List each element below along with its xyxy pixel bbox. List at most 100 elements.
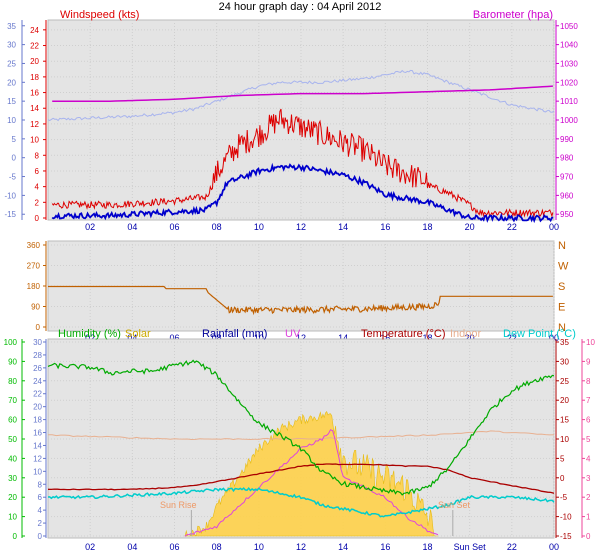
multi-x-tick-label: 02	[85, 542, 95, 552]
temperature-tick-label: 10	[560, 435, 569, 444]
pressure-trace-line	[47, 69, 555, 122]
multi-x-tick-label: 06	[169, 542, 179, 552]
direction-tick-label: 0	[36, 323, 41, 332]
humidity-label: Humidity (%)	[58, 328, 121, 340]
temperature-line	[47, 463, 555, 494]
rainfall-tick-label: 30	[33, 338, 42, 347]
direction-tick-label: 360	[27, 241, 41, 250]
wind-x-tick-label: 20	[465, 222, 475, 232]
barometer-tick-label: 1020	[560, 78, 578, 87]
temperature-tick-label: -5	[560, 493, 568, 502]
multi-x-tick-label: 18	[422, 542, 432, 552]
uv-label: UV	[285, 328, 301, 340]
wind-x-tick-label: 02	[85, 222, 95, 232]
dew-point-line	[47, 487, 555, 518]
temperature-tick-label: 20	[560, 396, 569, 405]
uv-tick-label: 7	[586, 396, 591, 405]
rainfall-tick-label: 28	[33, 351, 42, 360]
barometer-series-line	[52, 85, 553, 102]
windspeed-tick-label: 6	[35, 167, 40, 176]
rainfall-tick-label: 2	[38, 519, 43, 528]
pressure-outer-tick-label: -15	[4, 210, 16, 219]
multi-x-tick-label: 12	[296, 542, 306, 552]
uv-tick-label: 2	[586, 493, 591, 502]
wind-x-tick-label: 12	[296, 222, 306, 232]
barometer-tick-label: 970	[560, 173, 574, 182]
windspeed-label: Windspeed (kts)	[60, 9, 139, 21]
windspeed-series-line	[51, 108, 554, 218]
pressure-outer-tick-label: 20	[7, 78, 16, 87]
multi-x-tick-label: 08	[212, 542, 222, 552]
rainfall-tick-label: 18	[33, 416, 42, 425]
direction-x-tick-label: 16	[380, 333, 390, 343]
barometer-tick-label: 1000	[560, 116, 578, 125]
humidity-tick-label: 80	[8, 377, 17, 386]
temperature-tick-label: 30	[560, 357, 569, 366]
multi-x-tick-label: 10	[254, 542, 264, 552]
pressure-outer-tick-label: 10	[7, 116, 16, 125]
wind-x-tick-label: 18	[422, 222, 432, 232]
temperature-tick-label: 35	[560, 338, 569, 347]
multi-x-tick-label: 14	[338, 542, 348, 552]
direction-x-tick-label: 22	[507, 333, 517, 343]
barometer-tick-label: 1040	[560, 41, 578, 50]
direction-tick-label: 270	[27, 262, 41, 271]
barometer-tick-label: 1030	[560, 59, 578, 68]
wind-average-line	[51, 162, 554, 224]
uv-line	[184, 429, 439, 537]
windspeed-tick-label: 24	[30, 26, 39, 35]
uv-tick-label: 8	[586, 377, 591, 386]
direction-x-tick-label: 00	[549, 333, 559, 343]
compass-label: E	[558, 302, 565, 314]
direction-x-tick-label: 10	[254, 333, 264, 343]
rainfall-tick-label: 16	[33, 429, 42, 438]
uv-tick-label: 6	[586, 416, 591, 425]
uv-tick-label: 0	[586, 532, 591, 541]
barometer-tick-label: 980	[560, 154, 574, 163]
direction-x-tick-label: 18	[422, 333, 432, 343]
windspeed-tick-label: 18	[30, 73, 39, 82]
rainfall-tick-label: 22	[33, 390, 42, 399]
windspeed-tick-label: 16	[30, 89, 39, 98]
humidity-tick-label: 60	[8, 416, 17, 425]
temperature-tick-label: 15	[560, 416, 569, 425]
solar-label: Solar	[125, 328, 151, 340]
uv-tick-label: 1	[586, 513, 591, 522]
rainfall-tick-label: 0	[38, 532, 43, 541]
rainfall-tick-label: 4	[38, 506, 43, 515]
direction-x-tick-label: 02	[85, 333, 95, 343]
direction-x-tick-label: 06	[169, 333, 179, 343]
multi-x-tick-label: 16	[380, 542, 390, 552]
humidity-tick-label: 20	[8, 493, 17, 502]
uv-tick-label: 3	[586, 474, 591, 483]
temperature-tick-label: -15	[560, 532, 572, 541]
barometer-tick-label: 1050	[560, 22, 578, 31]
pressure-outer-tick-label: 25	[7, 59, 16, 68]
direction-x-tick-label: 08	[212, 333, 222, 343]
uv-tick-label: 9	[586, 357, 591, 366]
humidity-tick-label: 70	[8, 396, 17, 405]
pressure-outer-tick-label: -5	[9, 173, 17, 182]
wind-x-tick-label: 22	[507, 222, 517, 232]
direction-x-tick-label: 04	[127, 333, 137, 343]
uv-tick-label: 5	[586, 435, 591, 444]
rainfall-tick-label: 26	[33, 364, 42, 373]
temperature-tick-label: -10	[560, 513, 572, 522]
wind-x-tick-label: 00	[549, 222, 559, 232]
multi-x-tick-label: 04	[127, 542, 137, 552]
direction-x-tick-label: 20	[465, 333, 475, 343]
humidity-tick-label: 100	[4, 338, 18, 347]
uv-tick-label: 10	[586, 338, 595, 347]
windspeed-tick-label: 22	[30, 42, 39, 51]
wind-direction-line	[48, 285, 553, 316]
pressure-outer-tick-label: -10	[4, 191, 16, 200]
wind-x-tick-label: 04	[127, 222, 137, 232]
multi-x-tick-label: 22	[507, 542, 517, 552]
windspeed-tick-label: 0	[35, 214, 40, 223]
temperature-tick-label: 0	[560, 474, 565, 483]
wind-x-tick-label: 08	[212, 222, 222, 232]
rainfall-tick-label: 8	[38, 480, 43, 489]
direction-tick-label: 180	[27, 282, 41, 291]
pressure-outer-tick-label: 0	[12, 154, 17, 163]
